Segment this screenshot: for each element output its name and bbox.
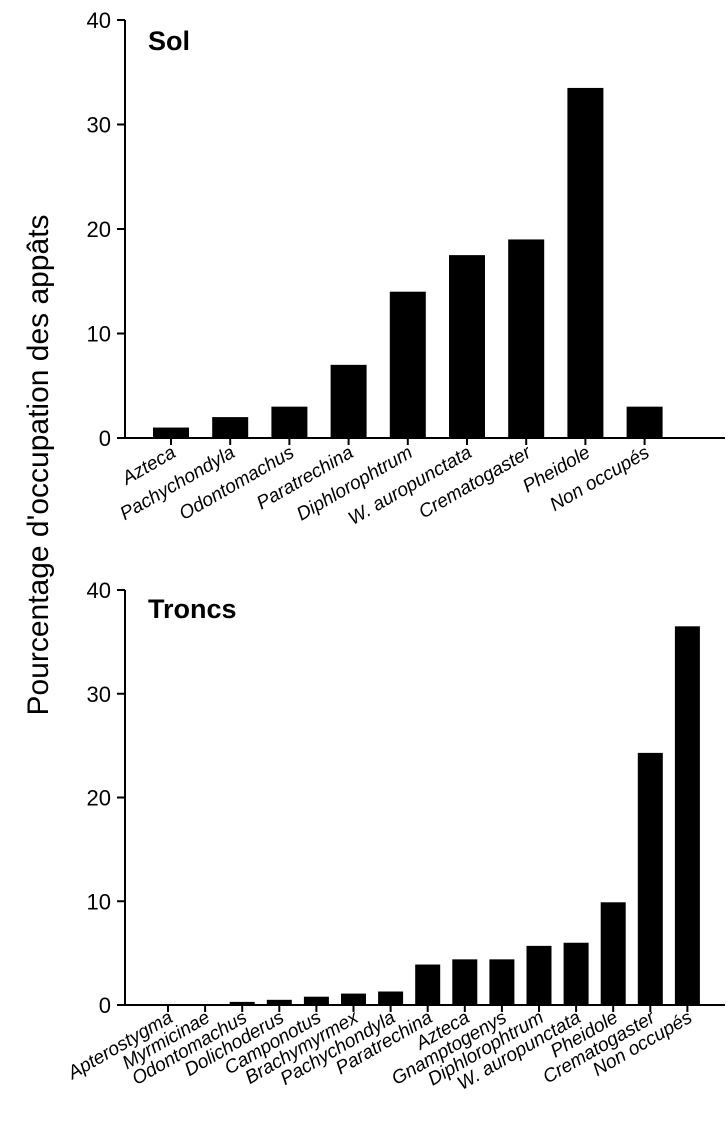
bar (153, 427, 189, 438)
bar (303, 996, 329, 1005)
chart-troncs: Troncs 010203040ApterostygmaMyrmicinaeOd… (64, 578, 725, 1095)
bar (674, 626, 700, 1005)
bar (266, 999, 292, 1005)
bar (600, 902, 626, 1005)
y-tick-label: 30 (87, 682, 111, 707)
bar (229, 1001, 255, 1005)
bar (567, 87, 604, 439)
chart-title-troncs: Troncs (148, 594, 237, 624)
y-tick-label: 0 (99, 993, 111, 1018)
bar (626, 406, 663, 438)
bar (563, 942, 589, 1005)
bar (389, 291, 426, 438)
y-axis-label: Pourcentage d'occupation des appâts (22, 214, 55, 715)
bar (449, 255, 485, 438)
chart-sol: Sol 010203040AztecaPachychondylaOdontoma… (87, 8, 725, 530)
bar (378, 991, 404, 1005)
bar (637, 752, 663, 1005)
y-tick-label: 10 (87, 889, 111, 914)
y-tick-label: 10 (87, 322, 111, 347)
x-tick-label: Non occupés (547, 442, 654, 516)
y-tick-label: 40 (87, 8, 111, 33)
y-tick-label: 30 (87, 113, 111, 138)
y-tick-label: 20 (87, 217, 111, 242)
chart-title-sol: Sol (148, 26, 190, 56)
bar (526, 945, 552, 1005)
bar (508, 239, 545, 438)
bar (271, 406, 308, 438)
bar (489, 959, 515, 1005)
y-tick-label: 40 (87, 578, 111, 603)
bar (212, 417, 249, 438)
y-tick-label: 20 (87, 786, 111, 811)
bar (452, 959, 478, 1005)
bar (341, 993, 366, 1005)
bar (330, 364, 367, 438)
y-tick-label: 0 (99, 426, 111, 451)
bar (415, 964, 441, 1005)
